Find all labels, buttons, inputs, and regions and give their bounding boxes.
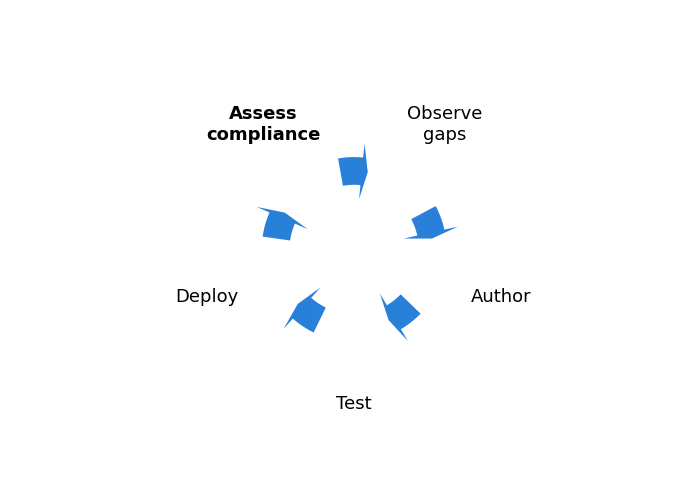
Polygon shape	[257, 207, 307, 241]
Text: Observe
gaps: Observe gaps	[408, 105, 483, 144]
Polygon shape	[338, 144, 368, 199]
Polygon shape	[283, 288, 325, 332]
Text: Deploy: Deploy	[176, 288, 238, 306]
Polygon shape	[380, 293, 421, 341]
Text: Test: Test	[337, 395, 372, 413]
Polygon shape	[404, 206, 458, 239]
Text: Author: Author	[471, 288, 532, 306]
Text: Assess
compliance: Assess compliance	[206, 105, 321, 144]
